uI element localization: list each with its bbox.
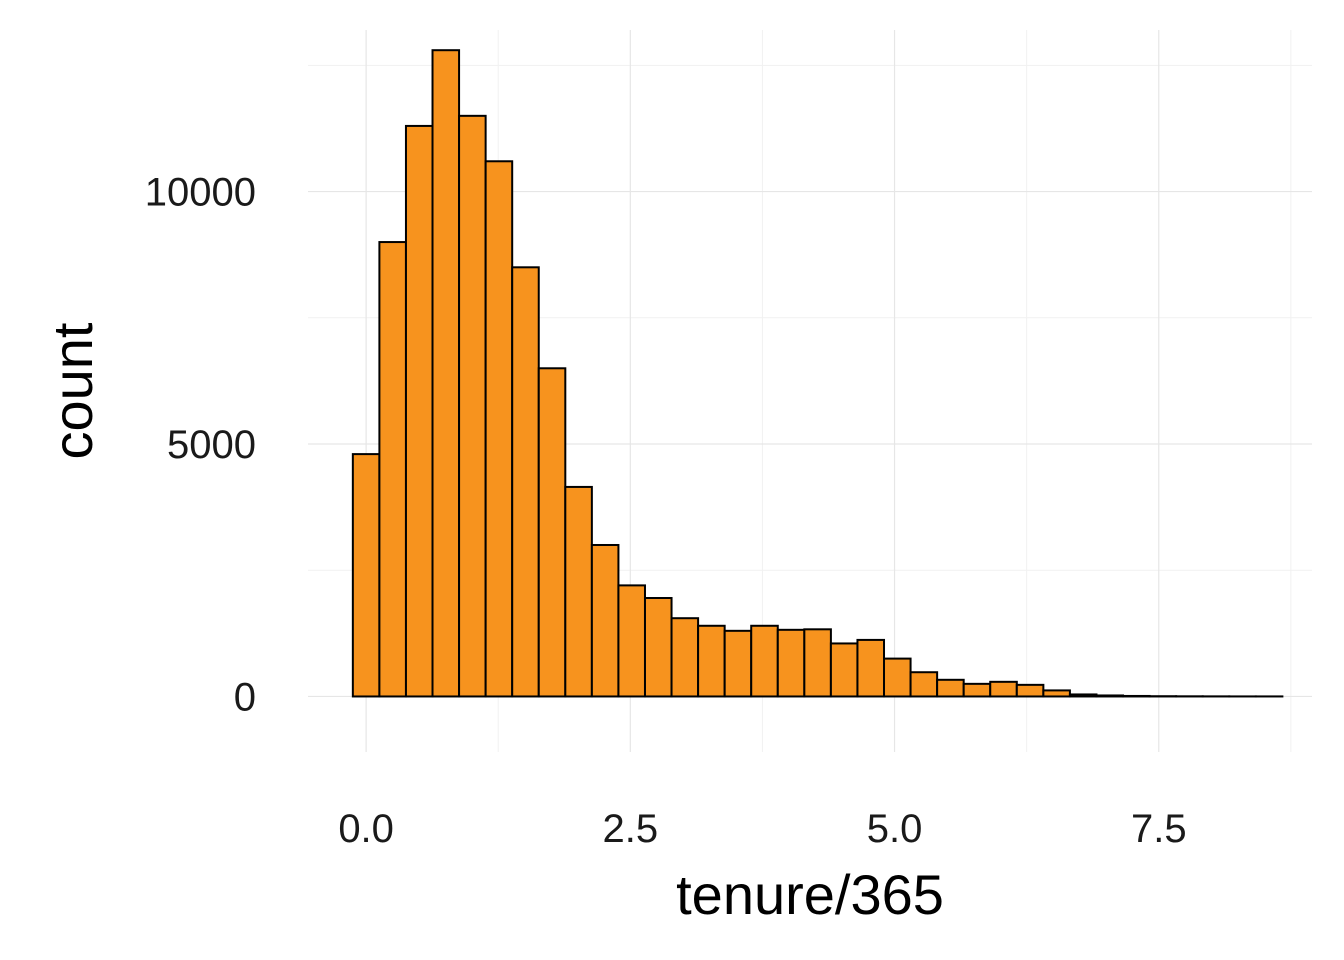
- histogram-bar: [590, 543, 620, 698]
- histogram-bar: [1068, 693, 1098, 698]
- histogram-bars: [351, 49, 1284, 698]
- histogram-bar: [909, 671, 939, 698]
- histogram-bar: [484, 160, 514, 698]
- histogram-bar: [511, 266, 540, 698]
- histogram-bar: [617, 584, 646, 698]
- histogram-bar: [936, 678, 965, 698]
- x-tick-label: 2.5: [603, 807, 659, 851]
- x-axis-title: tenure/365: [676, 863, 944, 926]
- histogram-bar: [670, 617, 700, 698]
- x-tick-label: 0.0: [338, 807, 394, 851]
- y-tick-label: 0: [234, 675, 256, 719]
- histogram-bar: [404, 124, 434, 698]
- y-axis-title: count: [41, 322, 104, 459]
- y-tick-label: 5000: [167, 423, 256, 467]
- y-tick-label: 10000: [145, 171, 256, 215]
- histogram-bar: [803, 628, 832, 698]
- histogram-bar: [697, 624, 726, 698]
- histogram-bar: [989, 680, 1018, 698]
- histogram-bar: [458, 114, 487, 698]
- histogram-bar: [723, 629, 753, 698]
- histogram-bar: [750, 624, 779, 698]
- histogram-bar: [1042, 689, 1071, 698]
- histogram-bar: [537, 367, 567, 698]
- histogram-bar: [829, 642, 859, 698]
- histogram-bar: [962, 682, 992, 698]
- histogram-bar: [856, 638, 886, 698]
- histogram-bar: [1122, 694, 1151, 698]
- histogram-bar: [1095, 694, 1125, 698]
- x-tick-label: 5.0: [867, 807, 923, 851]
- histogram-bar: [643, 597, 673, 698]
- histogram-bar: [378, 241, 407, 698]
- x-tick-label: 7.5: [1131, 807, 1187, 851]
- y-axis-tick-labels: 0 5000 10000: [145, 171, 256, 720]
- histogram-bar: [883, 657, 912, 698]
- histogram-bar: [431, 49, 461, 698]
- histogram-bar: [351, 453, 381, 698]
- histogram-bar: [1015, 683, 1045, 698]
- histogram-bar: [776, 628, 806, 698]
- x-axis-tick-labels: 0.0 2.5 5.0 7.5: [338, 807, 1186, 851]
- histogram-bar: [564, 485, 593, 698]
